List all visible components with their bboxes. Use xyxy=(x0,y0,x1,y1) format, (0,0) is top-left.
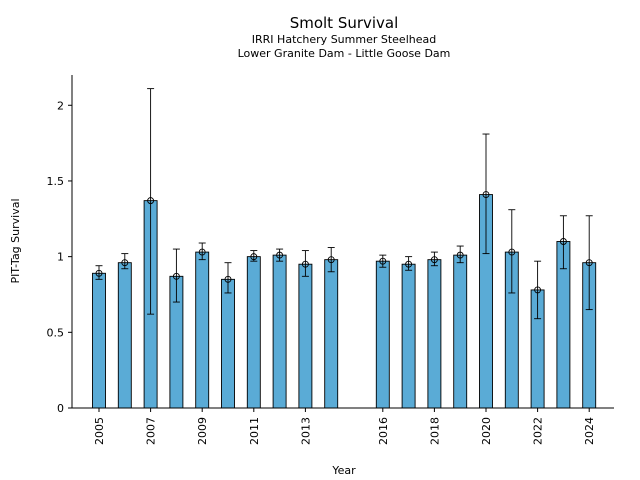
point-marker-2007 xyxy=(147,197,155,205)
x-tick-label: 2018 xyxy=(428,417,441,445)
point-marker-2011 xyxy=(250,253,258,261)
point-marker-2009 xyxy=(198,248,206,256)
bar-2010 xyxy=(221,278,235,409)
x-tick-label: 2011 xyxy=(248,417,261,445)
y-axis-label: PIT-Tag Survival xyxy=(9,198,22,283)
point-marker-2008 xyxy=(172,272,180,280)
point-marker-2012 xyxy=(276,251,284,259)
y-tick-label: 0.5 xyxy=(47,326,65,339)
point-marker-2019 xyxy=(456,251,464,259)
x-tick-label: 2009 xyxy=(196,417,209,445)
bar-2005 xyxy=(92,272,106,409)
bar-2012 xyxy=(272,254,287,409)
bar-2018 xyxy=(427,259,442,409)
x-tick-label: 2020 xyxy=(480,417,493,445)
y-tick-label: 2 xyxy=(57,99,64,112)
bar-2017 xyxy=(401,263,416,409)
x-axis-label: Year xyxy=(331,464,356,477)
point-marker-2018 xyxy=(430,256,438,264)
bar-2011 xyxy=(246,256,261,409)
point-marker-2016 xyxy=(379,257,387,265)
chart-subtitle-line-1: IRRI Hatchery Summer Steelhead xyxy=(252,33,436,46)
x-tick-label: 2005 xyxy=(93,417,106,445)
point-marker-2010 xyxy=(224,275,232,283)
bar-2019 xyxy=(453,254,468,409)
x-tick-label: 2007 xyxy=(145,417,158,445)
chart-subtitle-line-2: Lower Granite Dam - Little Goose Dam xyxy=(238,47,451,60)
x-tick-label: 2016 xyxy=(377,417,390,445)
y-tick-label: 1 xyxy=(57,251,64,264)
point-marker-2024 xyxy=(585,259,593,267)
y-tick-label: 0 xyxy=(57,402,64,415)
point-marker-2006 xyxy=(121,259,129,267)
point-marker-2020 xyxy=(482,191,490,199)
bar-2009 xyxy=(195,251,210,409)
x-tick-label: 2022 xyxy=(532,417,545,445)
point-marker-2013 xyxy=(301,260,309,268)
chart-title: Smolt Survival xyxy=(290,14,399,32)
bar-2016 xyxy=(375,260,390,409)
point-marker-2021 xyxy=(508,248,516,256)
y-tick-label: 1.5 xyxy=(47,175,65,188)
x-tick-label: 2013 xyxy=(299,417,312,445)
point-marker-2017 xyxy=(405,260,413,268)
point-marker-2014 xyxy=(327,256,335,264)
point-marker-2023 xyxy=(559,238,567,245)
x-tick-label: 2024 xyxy=(583,417,596,445)
point-marker-2005 xyxy=(95,269,103,277)
bar-2006 xyxy=(117,262,132,409)
point-marker-2022 xyxy=(534,286,542,294)
bar-2014 xyxy=(324,259,339,409)
bar-2013 xyxy=(298,263,313,409)
plot-area: 0 0.5 1 1.5 2 2005 2007 2009 2011 2013 2016 2018 202… xyxy=(47,75,614,445)
